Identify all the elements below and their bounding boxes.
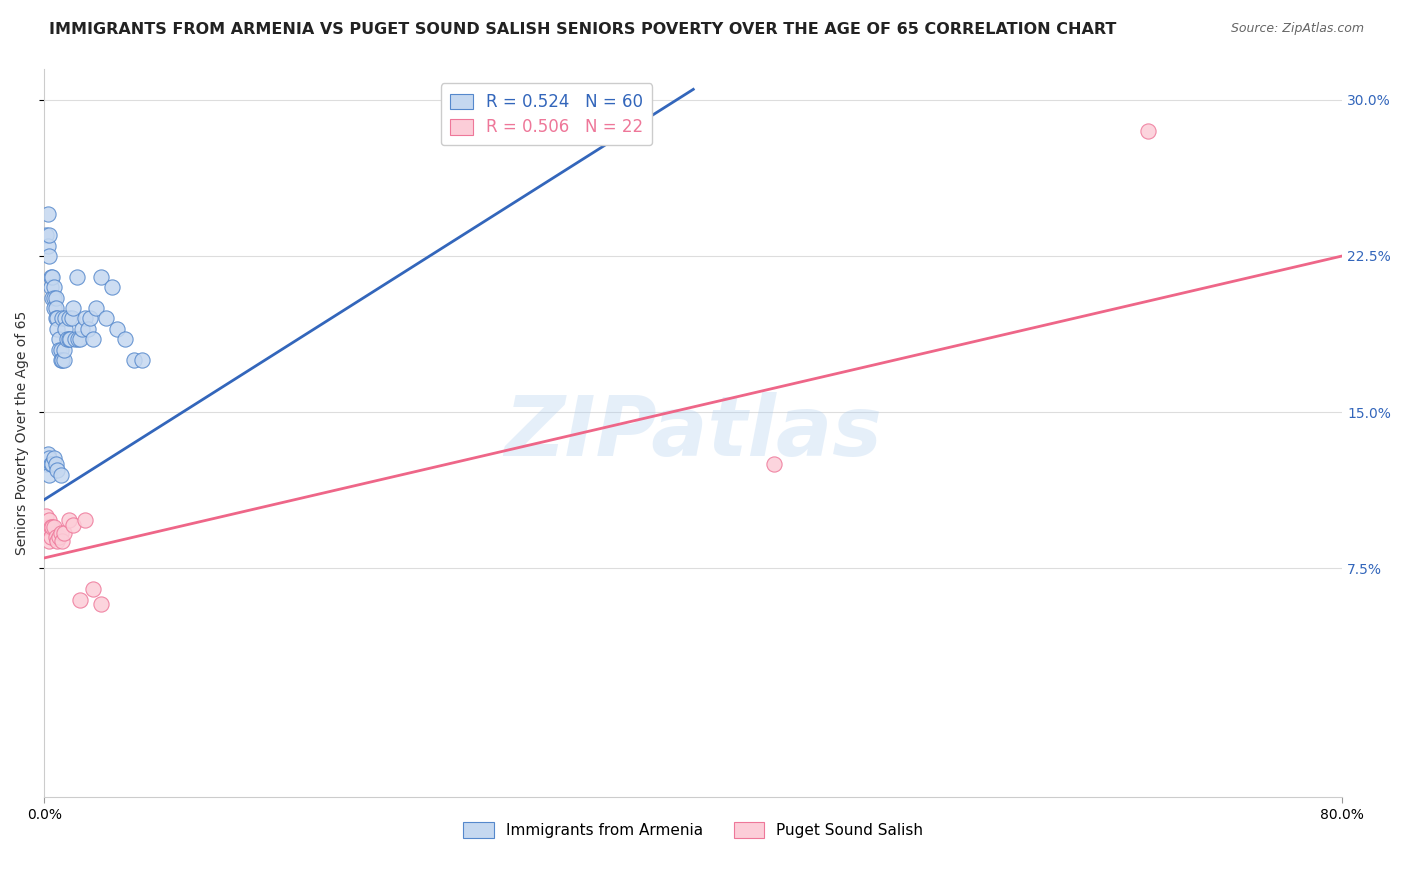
Point <box>38 513 60 527</box>
Point <box>49 353 72 368</box>
Point <box>38 249 60 263</box>
Point <box>52 343 75 357</box>
Point <box>122 353 145 368</box>
Point <box>35 228 58 243</box>
Legend: Immigrants from Armenia, Puget Sound Salish: Immigrants from Armenia, Puget Sound Sal… <box>457 816 929 845</box>
Point <box>37 207 59 221</box>
Point <box>53 311 76 326</box>
Point <box>101 280 124 294</box>
Point <box>131 353 153 368</box>
Point <box>46 534 69 549</box>
Point <box>42 450 65 465</box>
Point <box>42 519 65 533</box>
Point <box>82 582 104 597</box>
Point <box>49 343 72 357</box>
Point <box>52 353 75 368</box>
Point <box>59 332 82 346</box>
Point <box>90 597 112 611</box>
Point <box>46 322 69 336</box>
Point <box>42 291 65 305</box>
Point <box>38 467 60 482</box>
Point <box>42 301 65 315</box>
Point <box>105 322 128 336</box>
Point <box>46 463 69 477</box>
Point <box>49 525 72 540</box>
Point <box>114 332 136 346</box>
Point <box>51 534 73 549</box>
Point <box>48 530 70 544</box>
Point <box>67 332 90 346</box>
Point <box>69 592 91 607</box>
Point <box>41 291 63 305</box>
Point <box>73 311 96 326</box>
Point <box>58 332 80 346</box>
Point <box>39 519 62 533</box>
Point <box>73 513 96 527</box>
Point <box>48 343 70 357</box>
Y-axis label: Seniors Poverty Over the Age of 65: Seniors Poverty Over the Age of 65 <box>15 310 30 555</box>
Point <box>79 311 101 326</box>
Point <box>41 269 63 284</box>
Point <box>45 291 67 305</box>
Point <box>45 301 67 315</box>
Point <box>39 457 62 471</box>
Point <box>35 509 58 524</box>
Point <box>38 228 60 243</box>
Point <box>46 311 69 326</box>
Point <box>45 311 67 326</box>
Point <box>84 301 107 315</box>
Point <box>63 332 86 346</box>
Point <box>70 322 93 336</box>
Point <box>51 311 73 326</box>
Point <box>41 457 63 471</box>
Point <box>39 269 62 284</box>
Point <box>37 447 59 461</box>
Point <box>66 269 89 284</box>
Text: IMMIGRANTS FROM ARMENIA VS PUGET SOUND SALISH SENIORS POVERTY OVER THE AGE OF 65: IMMIGRANTS FROM ARMENIA VS PUGET SOUND S… <box>49 22 1116 37</box>
Point <box>69 332 91 346</box>
Point <box>37 519 59 533</box>
Point <box>38 534 60 549</box>
Point <box>51 353 73 368</box>
Text: Source: ZipAtlas.com: Source: ZipAtlas.com <box>1230 22 1364 36</box>
Point <box>90 269 112 284</box>
Point <box>37 238 59 252</box>
Point <box>77 322 100 336</box>
Point <box>38 450 60 465</box>
Point <box>62 301 84 315</box>
Point <box>45 530 67 544</box>
Point <box>49 467 72 482</box>
Point <box>94 311 117 326</box>
Point <box>60 311 83 326</box>
Point <box>1136 124 1159 138</box>
Point <box>39 530 62 544</box>
Point <box>45 457 67 471</box>
Point <box>42 280 65 294</box>
Point <box>56 332 79 346</box>
Point <box>82 332 104 346</box>
Point <box>48 332 70 346</box>
Point <box>52 525 75 540</box>
Point <box>62 517 84 532</box>
Point <box>58 311 80 326</box>
Point <box>58 513 80 527</box>
Text: ZIPatlas: ZIPatlas <box>505 392 882 474</box>
Point <box>763 457 786 471</box>
Point <box>41 519 63 533</box>
Point <box>39 280 62 294</box>
Point <box>53 322 76 336</box>
Point <box>35 457 58 471</box>
